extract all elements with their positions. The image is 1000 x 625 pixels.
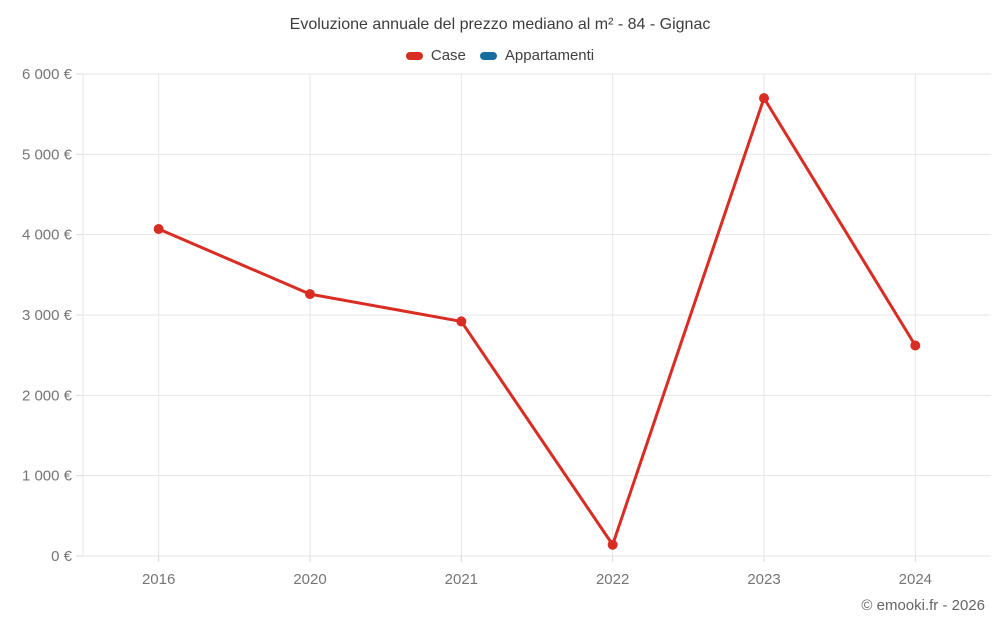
y-axis-label: 5 000 €	[22, 146, 73, 163]
y-axis-label: 0 €	[51, 548, 73, 565]
data-point[interactable]	[305, 289, 315, 300]
data-point[interactable]	[456, 316, 467, 327]
data-point[interactable]	[910, 340, 921, 351]
y-axis-label: 3 000 €	[22, 307, 73, 324]
chart-title: Evoluzione annuale del prezzo mediano al…	[289, 16, 711, 33]
x-axis-label: 2024	[899, 571, 932, 588]
chart-legend: Case Appartamenti	[0, 47, 1000, 64]
x-axis-label: 2023	[747, 571, 780, 588]
legend-item-case[interactable]: Case	[405, 47, 466, 64]
x-axis-label: 2022	[596, 571, 629, 588]
legend-label-case: Case	[430, 47, 466, 64]
y-axis-label: 1 000 €	[22, 468, 73, 485]
x-axis-label: 2020	[293, 571, 326, 588]
y-axis-label: 6 000 €	[22, 66, 73, 83]
series-line-case	[157, 96, 917, 547]
chart-footer-credit: © emooki.fr - 2026	[861, 597, 985, 614]
y-axis-label: 4 000 €	[22, 227, 73, 244]
y-axis-label: 2 000 €	[22, 387, 73, 404]
x-axis-label: 2021	[445, 571, 478, 588]
legend-swatch-appartamenti-icon	[479, 51, 497, 60]
data-point[interactable]	[759, 93, 769, 104]
x-axis-label: 2016	[142, 571, 175, 588]
legend-label-appartamenti: Appartamenti	[504, 47, 595, 64]
legend-swatch-case-icon	[405, 51, 423, 60]
data-point[interactable]	[607, 539, 618, 550]
data-point[interactable]	[153, 224, 164, 235]
legend-item-appartamenti[interactable]: Appartamenti	[479, 47, 595, 64]
